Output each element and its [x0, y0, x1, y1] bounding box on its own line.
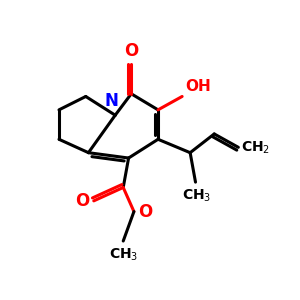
Text: CH$_2$: CH$_2$ [241, 139, 270, 155]
Text: O: O [138, 202, 152, 220]
Text: CH$_3$: CH$_3$ [182, 188, 212, 204]
Text: N: N [104, 92, 118, 110]
Text: CH$_3$: CH$_3$ [109, 246, 138, 263]
Text: OH: OH [185, 79, 211, 94]
Text: O: O [76, 192, 90, 210]
Text: O: O [124, 42, 138, 60]
